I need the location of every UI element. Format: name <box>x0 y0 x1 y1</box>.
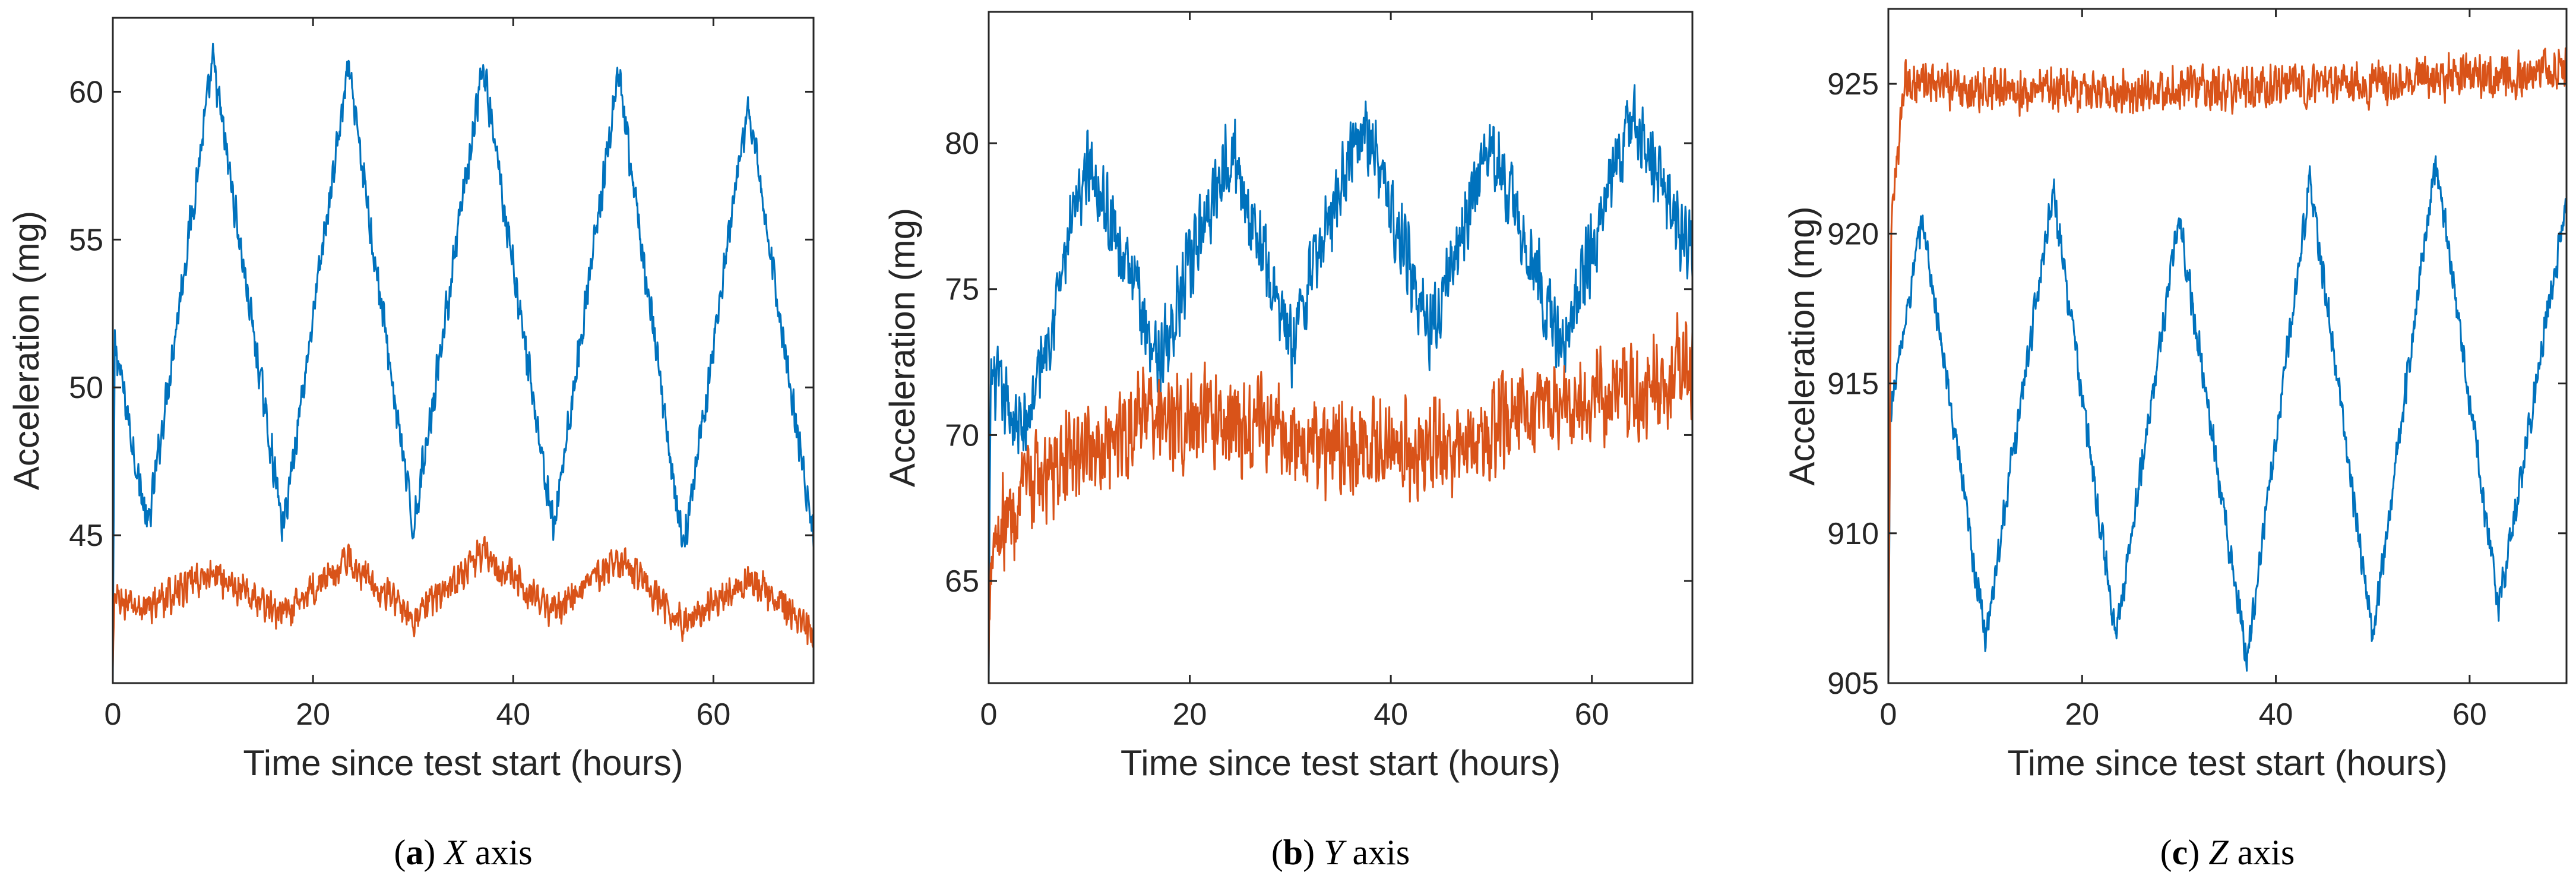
x-tick-label: 60 <box>2452 697 2487 732</box>
caption-letter: c <box>2172 833 2188 872</box>
x-tick-label: 40 <box>2259 697 2293 732</box>
y-tick-label: 55 <box>69 223 103 257</box>
x-axis-label: Time since test start (hours) <box>243 743 683 783</box>
x-tick-label: 0 <box>980 697 998 732</box>
plot-frame <box>988 11 1694 684</box>
panel-caption: (b) Y axis <box>1271 833 1410 872</box>
y-tick-label: 60 <box>69 75 103 109</box>
y-tick-label: 925 <box>1827 67 1879 102</box>
panel-caption: (c) Z axis <box>2160 833 2295 872</box>
series-line-orange <box>1887 47 2568 684</box>
x-tick-label: 0 <box>1880 697 1897 732</box>
plot-frame <box>1887 8 2568 684</box>
caption-letter: b <box>1283 833 1303 872</box>
y-tick-label: 65 <box>945 564 979 599</box>
y-tick-label: 905 <box>1827 666 1879 701</box>
y-axis-label: Acceleration (mg) <box>1782 206 1822 485</box>
series-line-orange <box>112 536 815 669</box>
x-tick-label: 20 <box>296 697 330 732</box>
y-tick-label: 80 <box>945 127 979 161</box>
x-tick-label: 40 <box>496 697 530 732</box>
x-tick-label: 60 <box>1575 697 1609 732</box>
series-line-blue <box>988 84 1694 684</box>
caption-axis-name: Y <box>1324 833 1347 872</box>
y-tick-label: 75 <box>945 273 979 307</box>
y-tick-label: 915 <box>1827 367 1879 402</box>
x-axis-label: Time since test start (hours) <box>1121 743 1561 783</box>
x-axis-label: Time since test start (hours) <box>2007 743 2447 783</box>
series-line-orange <box>988 312 1694 669</box>
x-tick-label: 0 <box>105 697 122 732</box>
y-tick-label: 70 <box>945 418 979 453</box>
panel-a: 0 20 40 60 45 50 55 60 Time since test start (ho… <box>7 17 815 872</box>
panel-c: 0 20 40 60 905 910 915 920 925 Time since test st… <box>1782 8 2568 872</box>
series-line-blue <box>112 42 815 684</box>
x-tick-label: 60 <box>697 697 731 732</box>
panel-b: 0 20 40 60 65 70 75 80 Time since test start (ho… <box>882 11 1694 872</box>
caption-axis-name: X <box>443 833 467 872</box>
series-line-blue <box>1887 155 2568 684</box>
x-tick-label: 20 <box>1173 697 1207 732</box>
caption-axis-name: Z <box>2208 833 2229 872</box>
y-tick-label: 45 <box>69 519 103 553</box>
x-tick-label: 40 <box>1374 697 1408 732</box>
y-axis-label: Acceleration (mg) <box>882 208 922 487</box>
panel-caption: (a) X axis <box>394 833 532 872</box>
plot-frame <box>112 17 815 684</box>
y-axis-label: Acceleration (mg) <box>7 211 46 490</box>
y-tick-label: 910 <box>1827 517 1879 551</box>
x-tick-label: 20 <box>2065 697 2099 732</box>
y-tick-label: 920 <box>1827 217 1879 251</box>
caption-letter: a <box>406 833 423 872</box>
y-tick-label: 50 <box>69 371 103 405</box>
